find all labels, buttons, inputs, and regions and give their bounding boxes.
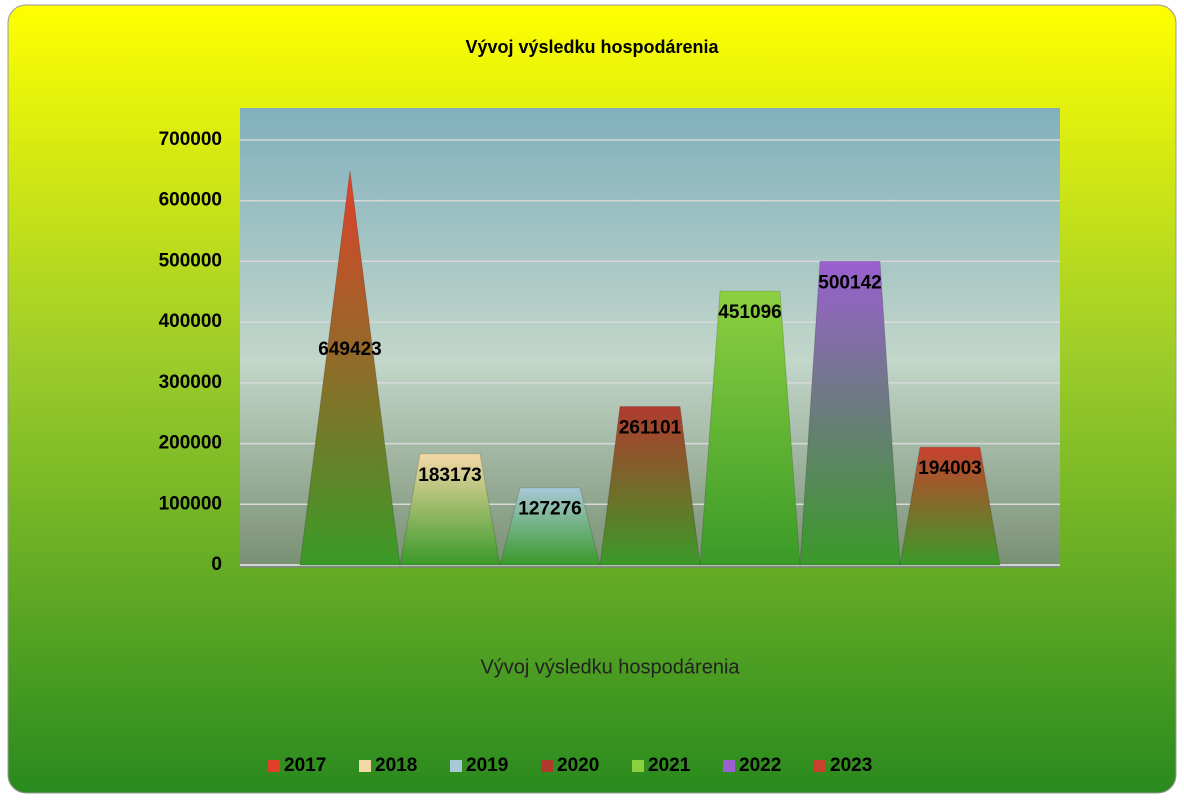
legend-label: 2018 <box>375 755 417 776</box>
y-tick-label: 100000 <box>159 493 222 514</box>
legend-marker <box>268 760 280 772</box>
data-label: 194003 <box>918 458 981 479</box>
bar <box>899 446 1001 566</box>
bar <box>699 290 801 566</box>
data-label: 183173 <box>418 465 481 486</box>
bar <box>399 453 501 566</box>
data-label: 127276 <box>518 499 581 520</box>
legend-label: 2023 <box>830 755 872 776</box>
y-tick-label: 0 <box>211 554 222 575</box>
data-label: 451096 <box>718 302 781 323</box>
y-tick-label: 300000 <box>159 372 222 393</box>
y-tick-label: 600000 <box>159 190 222 211</box>
data-label: 649423 <box>318 339 381 360</box>
legend-label: 2021 <box>648 755 691 776</box>
legend-label: 2022 <box>739 755 781 776</box>
legend-marker <box>632 760 644 772</box>
bar <box>599 405 701 566</box>
y-tick-label: 500000 <box>159 250 222 271</box>
legend-marker <box>359 760 371 772</box>
data-label: 500142 <box>818 272 881 293</box>
bar <box>799 260 901 566</box>
legend-label: 2020 <box>557 755 599 776</box>
legend-label: 2017 <box>284 755 326 776</box>
bar <box>499 487 601 566</box>
legend-marker <box>541 760 553 772</box>
y-tick-label: 700000 <box>159 129 222 150</box>
x-tick-label: Vývoj výsledku hospodárenia <box>480 656 740 678</box>
legend-label: 2019 <box>466 755 508 776</box>
legend-marker <box>450 760 462 772</box>
chart-title: Vývoj výsledku hospodárenia <box>465 37 719 57</box>
legend-marker <box>814 760 826 772</box>
data-label: 261101 <box>619 417 682 438</box>
bar <box>299 170 401 566</box>
y-tick-label: 200000 <box>159 433 222 454</box>
y-tick-label: 400000 <box>159 311 222 332</box>
legend-marker <box>723 760 735 772</box>
